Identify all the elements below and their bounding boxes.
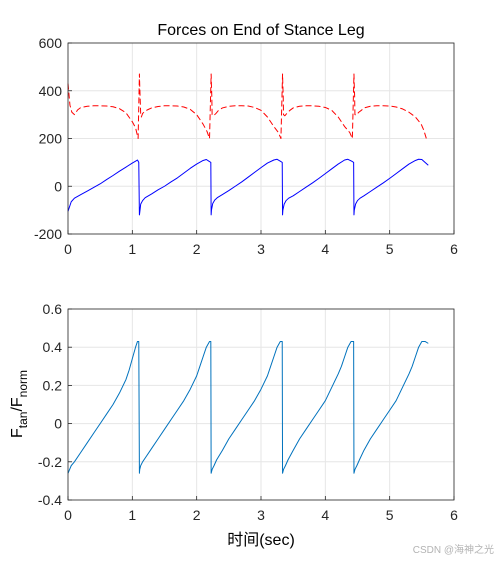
x-tick-label: 1 <box>128 507 136 523</box>
y-tick-label: -0.4 <box>38 492 62 508</box>
x-tick-label: 6 <box>450 507 458 523</box>
x-tick-label: 0 <box>64 241 72 257</box>
y-label-sub-tan: tan <box>16 412 30 429</box>
x-tick-label: 5 <box>386 507 394 523</box>
x-tick-label: 3 <box>257 507 265 523</box>
bottom-chart-y-ticks: -0.4 -0.2 0 0.2 0.4 0.6 <box>38 301 72 508</box>
bottom-chart-y-axis-label: Ftan/Fnorm <box>9 370 30 438</box>
top-chart-title: Forces on End of Stance Leg <box>157 22 364 39</box>
x-tick-label: 5 <box>386 241 394 257</box>
x-tick-label: 0 <box>64 507 72 523</box>
bottom-chart-x-ticks: 0 1 2 3 4 5 6 <box>64 496 458 523</box>
bottom-chart: 0 1 2 3 4 5 6 -0.4 -0.2 0 0.2 0.4 0.6 时间(sec) Ftan/… <box>9 301 458 549</box>
x-tick-label: 2 <box>193 507 201 523</box>
x-tick-label: 1 <box>128 241 136 257</box>
series-line-2 <box>67 158 429 216</box>
y-tick-label: 0 <box>54 416 62 432</box>
series-line-1 <box>67 73 427 139</box>
y-label-sub-norm: norm <box>16 370 30 397</box>
y-label-slash-f: /F <box>9 397 26 411</box>
x-tick-label: 6 <box>450 241 458 257</box>
y-tick-label: 200 <box>39 131 63 147</box>
watermark-text: CSDN @海神之光 <box>412 545 494 556</box>
y-label-f: F <box>9 428 26 438</box>
y-tick-label: -0.2 <box>38 454 62 470</box>
y-tick-label: 0.2 <box>43 377 63 393</box>
top-chart-y-ticks: -200 0 200 400 600 <box>34 35 72 242</box>
y-tick-label: 400 <box>39 83 63 99</box>
x-tick-label: 4 <box>321 241 329 257</box>
series-line-1 <box>67 340 429 474</box>
y-tick-label: 0.6 <box>43 301 63 317</box>
top-chart-x-ticks: 0 1 2 3 4 5 6 <box>64 230 458 257</box>
bottom-chart-x-axis-label: 时间(sec) <box>227 531 295 549</box>
y-tick-label: 600 <box>39 35 63 51</box>
x-tick-label: 2 <box>193 241 201 257</box>
x-tick-label: 3 <box>257 241 265 257</box>
bottom-chart-series <box>67 340 429 474</box>
top-chart-series <box>67 73 429 216</box>
x-tick-label: 4 <box>321 507 329 523</box>
y-tick-label: 0 <box>54 178 62 194</box>
y-tick-label: 0.4 <box>43 339 63 355</box>
y-tick-label: -200 <box>34 226 62 242</box>
